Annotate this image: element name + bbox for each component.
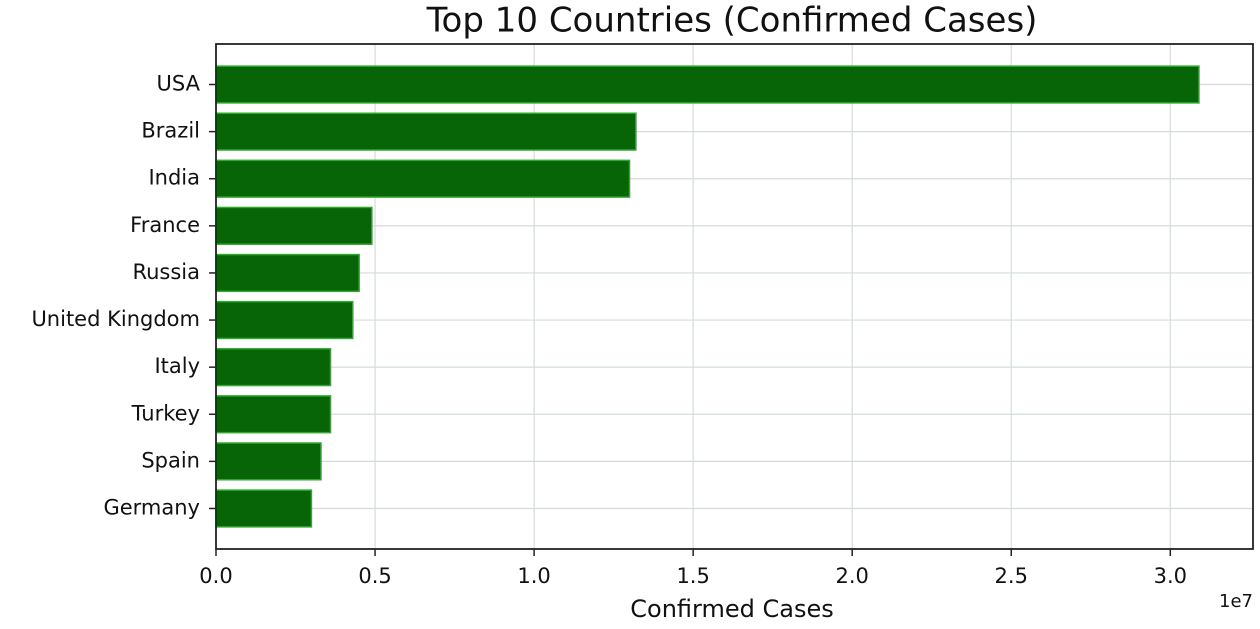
y-tick-label: India (148, 166, 200, 190)
y-tick-label: Germany (103, 495, 200, 519)
y-tick-label: Italy (154, 354, 200, 378)
bar (215, 65, 1200, 104)
x-tick-label: 3.0 (1154, 564, 1187, 588)
bar (215, 159, 631, 198)
y-tick-label: Brazil (141, 119, 200, 143)
plot-frame (215, 43, 1254, 550)
x-tick-label: 0.0 (199, 564, 232, 588)
bar (215, 300, 354, 340)
bar (215, 348, 332, 387)
bar (215, 489, 313, 528)
x-tick-label: 1.0 (517, 564, 550, 588)
chart-title: Top 10 Countries (Confirmed Cases) (426, 1, 1038, 41)
y-tick-label: United Kingdom (31, 307, 200, 331)
x-tick-label: 2.0 (835, 564, 868, 588)
y-tick-label: USA (157, 72, 201, 96)
x-tick-label: 2.5 (995, 564, 1028, 588)
y-tick-label: Turkey (131, 401, 200, 425)
bar (215, 395, 332, 434)
bar (215, 253, 360, 293)
y-tick-label: Spain (141, 448, 200, 472)
x-tick-label: 1.5 (676, 564, 709, 588)
x-tick-label: 0.5 (358, 564, 391, 588)
bar (215, 442, 322, 481)
bar (215, 112, 637, 151)
x-axis-label: Confirmed Cases (630, 595, 833, 623)
x-offset-label: 1e7 (1219, 591, 1253, 612)
bar (215, 206, 373, 245)
y-tick-label: Russia (132, 260, 200, 284)
y-tick-label: France (130, 213, 200, 237)
